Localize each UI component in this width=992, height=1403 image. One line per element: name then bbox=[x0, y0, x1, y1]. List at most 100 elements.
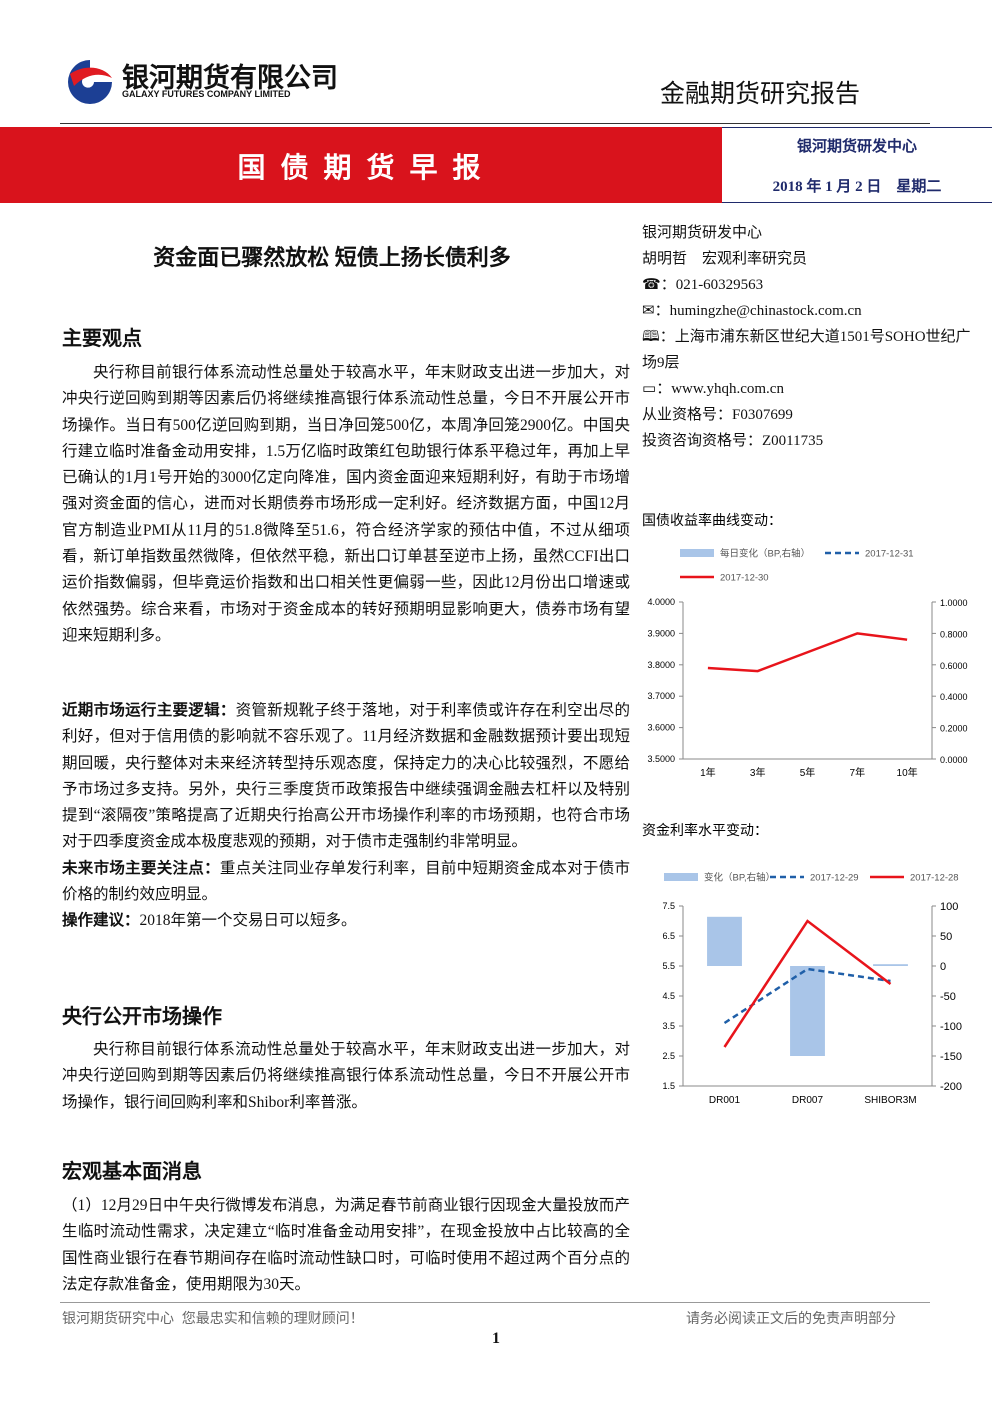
bar bbox=[790, 966, 825, 1056]
y-tick-label: 3.7000 bbox=[647, 691, 675, 701]
x-tick-label: DR007 bbox=[792, 1095, 824, 1106]
x-tick-label: 7年 bbox=[850, 766, 866, 779]
legend-swatch bbox=[680, 549, 714, 557]
y2-tick-label: 50 bbox=[940, 931, 952, 943]
address-row: 🕮：上海市浦东新区世纪大道1501号SOHO世纪广场9层 bbox=[642, 324, 984, 376]
banner-center: 银河期货研发中心 bbox=[796, 139, 917, 155]
y-tick-label: 4.0000 bbox=[647, 597, 675, 607]
x-tick-label: 5年 bbox=[800, 766, 816, 779]
banner-title: 国 债 期 货 早 报 bbox=[237, 153, 485, 184]
chart: 资金利率水平变动： 1.5 2.5 3.5 4.5 5.5 6.5 7.5 -200 -150 -1… bbox=[642, 822, 962, 1106]
report-type: 金融期货研究报告 bbox=[660, 80, 861, 108]
x-tick-label: DR001 bbox=[709, 1095, 741, 1106]
y-tick-label: 3.9000 bbox=[647, 628, 675, 638]
rule bbox=[60, 1302, 930, 1303]
chart-title: 国债收益率曲线变动： bbox=[642, 512, 782, 529]
page-number: 1 bbox=[492, 1330, 500, 1347]
web: ：www.yhqh.com.cn bbox=[656, 381, 784, 397]
web-row: ▭：www.yhqh.com.cn bbox=[642, 376, 984, 402]
icon: ▭ bbox=[642, 381, 657, 397]
y-tick-label: 2.5 bbox=[662, 1051, 675, 1061]
point-text: 资管新规靴子终于落地，对于利率债或许存在利空出尽的利好，但对于信用债的影响就不容… bbox=[62, 702, 630, 851]
icon: ☎ bbox=[642, 277, 661, 293]
y-tick-label: 3.8000 bbox=[647, 660, 675, 670]
icon: ✉ bbox=[642, 303, 655, 319]
chart-title: 资金利率水平变动： bbox=[642, 822, 768, 839]
y-tick-label: 3.5 bbox=[662, 1021, 675, 1031]
y-tick-label: 4.5 bbox=[662, 991, 675, 1001]
y2-tick-label: 1.0000 bbox=[940, 598, 968, 608]
y2-tick-label: 0.4000 bbox=[940, 692, 968, 702]
y2-tick-label: 100 bbox=[940, 901, 958, 913]
point-lead: 近期市场运行主要逻辑： bbox=[62, 702, 236, 719]
banner bbox=[0, 127, 722, 203]
y2-tick-label: -200 bbox=[940, 1081, 962, 1093]
y2-tick-label: -100 bbox=[940, 1021, 962, 1033]
license: 从业资格号：F0307699 bbox=[642, 407, 793, 423]
paragraph: 央行称目前银行体系流动性总量处于较高水平，年末财政支出进一步加大，对冲央行逆回购… bbox=[62, 364, 630, 644]
legend-label: 2017-12-30 bbox=[720, 573, 769, 584]
x-tick-label: 1年 bbox=[700, 766, 716, 779]
address: ：上海市浦东新区世纪大道1501号SOHO世纪广场9层 bbox=[642, 329, 971, 371]
x-tick-label: 10年 bbox=[897, 766, 918, 779]
point-lead: 操作建议： bbox=[62, 912, 140, 930]
email: ：humingzhe@chinastock.com.cn bbox=[654, 303, 862, 319]
footer-right: 请务必阅读正文后的免责声明部分 bbox=[686, 1310, 896, 1326]
legend-swatch bbox=[664, 873, 698, 881]
y2-tick-label: 0.2000 bbox=[940, 724, 968, 734]
section-heading: 央行公开市场操作 bbox=[62, 1006, 222, 1028]
y2-tick-label: -150 bbox=[940, 1051, 962, 1063]
email-row: ✉：humingzhe@chinastock.com.cn bbox=[642, 298, 984, 324]
advisor: 投资咨询资格号：Z0011735 bbox=[642, 433, 824, 449]
icon: 🕮 bbox=[642, 329, 660, 345]
paragraph: （1）12月29日中午央行微博发布消息，为满足春节前商业银行因现金大量投放而产生… bbox=[62, 1197, 630, 1293]
y-tick-label: 1.5 bbox=[662, 1081, 675, 1091]
point: 近期市场运行主要逻辑：资管新规靴子终于落地，对于利率债或许存在利空出尽的利好，但… bbox=[62, 698, 630, 856]
banner-date: 2018 年 1 月 2 日 星期二 bbox=[772, 179, 942, 195]
author: 胡明哲 宏观利率研究员 bbox=[642, 251, 808, 267]
y-tick-label: 6.5 bbox=[662, 931, 675, 941]
chart: 国债收益率曲线变动： 3.5000 3.6000 3.7000 3.8000 3.9000… bbox=[642, 512, 968, 779]
x-tick-label: SHIBOR3M bbox=[864, 1095, 916, 1106]
company-en: GALAXY FUTURES COMPANY LIMITED bbox=[122, 89, 291, 99]
headline: 资金面已骤然放松 短债上扬长债利多 bbox=[153, 245, 511, 270]
y2-tick-label: 0.8000 bbox=[940, 629, 968, 639]
y2-tick-label: 0.6000 bbox=[940, 661, 968, 671]
y2-tick-label: 0.0000 bbox=[940, 755, 968, 765]
point-text: 重点关注同业存单发行利率，目前中短期资金成本对于债市价格的制约效应明显。 bbox=[62, 859, 630, 904]
y-tick-label: 7.5 bbox=[662, 901, 675, 911]
bar bbox=[707, 916, 742, 966]
legend-label: 2017-12-29 bbox=[810, 873, 859, 884]
sidebar: 银河期货研发中心 胡明哲 宏观利率研究员 ☎：021-60329563 ✉：hu… bbox=[642, 220, 984, 454]
section-heading: 主要观点 bbox=[62, 328, 142, 350]
y-tick-label: 5.5 bbox=[662, 961, 675, 971]
org: 银河期货研发中心 bbox=[642, 225, 763, 241]
line bbox=[707, 632, 908, 673]
legend-label: 每日变化（BP,右轴） bbox=[720, 548, 810, 560]
point-text: 2018年第一个交易日可以短多。 bbox=[139, 912, 357, 930]
y2-tick-label: 0 bbox=[940, 961, 946, 973]
line bbox=[723, 919, 892, 1048]
y2-tick-label: -50 bbox=[940, 991, 956, 1003]
phone-row: ☎：021-60329563 bbox=[642, 272, 984, 298]
legend-label: 2017-12-28 bbox=[910, 873, 959, 884]
bar bbox=[873, 964, 908, 966]
banner-side bbox=[722, 127, 992, 203]
point-lead: 未来市场主要关注点： bbox=[62, 859, 220, 877]
logo bbox=[68, 60, 112, 104]
company-name: 银河期货有限公司 bbox=[122, 63, 338, 93]
x-tick-label: 3年 bbox=[750, 766, 766, 779]
legend-label: 2017-12-31 bbox=[865, 549, 914, 560]
footer-left: 银河期货研究中心 您最忠实和信赖的理财顾问！ bbox=[62, 1310, 364, 1326]
rule bbox=[60, 123, 930, 124]
point: 未来市场主要关注点：重点关注同业存单发行利率，目前中短期资金成本对于债市价格的制… bbox=[62, 856, 630, 909]
point: 操作建议：2018年第一个交易日可以短多。 bbox=[62, 908, 630, 934]
paragraph: 央行称目前银行体系流动性总量处于较高水平，年末财政支出进一步加大，对冲央行逆回购… bbox=[62, 1041, 630, 1111]
phone: ：021-60329563 bbox=[660, 277, 764, 293]
section-heading: 宏观基本面消息 bbox=[62, 1161, 202, 1183]
y-tick-label: 3.5000 bbox=[647, 754, 675, 764]
y-tick-label: 3.6000 bbox=[647, 723, 675, 733]
points: 近期市场运行主要逻辑：资管新规靴子终于落地，对于利率债或许存在利空出尽的利好，但… bbox=[62, 698, 630, 935]
legend-label: 变化（BP,右轴） bbox=[704, 872, 775, 884]
